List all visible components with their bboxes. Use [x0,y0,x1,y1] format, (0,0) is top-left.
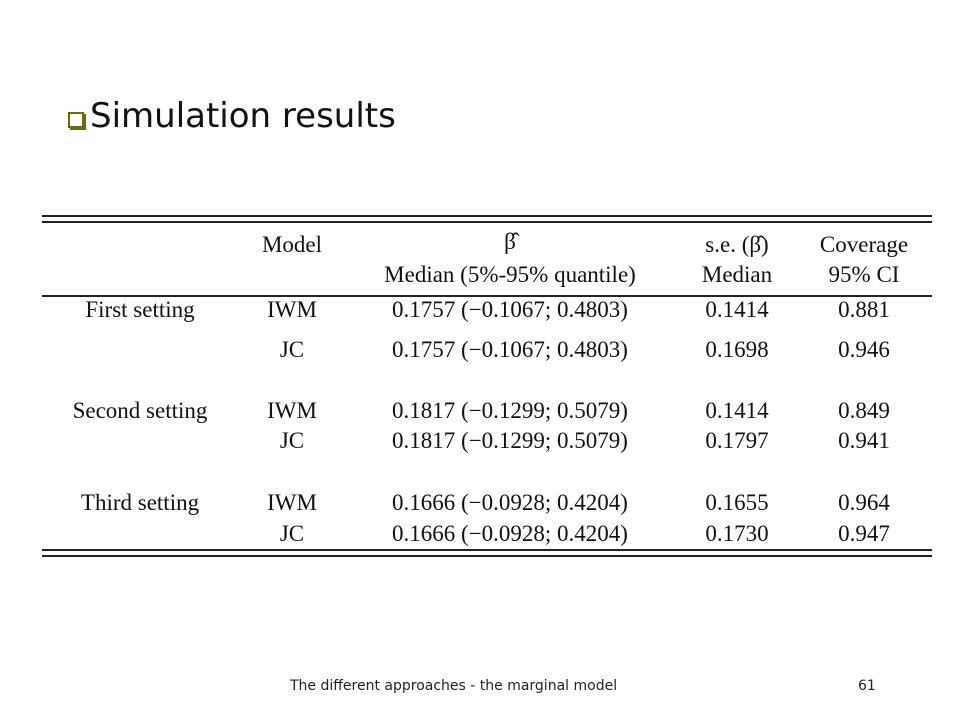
table-cell: 0.881 [838,297,890,322]
header-cell: 95% CI [828,262,900,287]
table-cell: 0.941 [838,428,890,453]
table-cell: 0.1757 (−0.1067; 0.4803) [392,337,628,362]
table-cell: JC [279,428,305,453]
table-cell: 0.1797 [705,428,769,453]
table-cell: 0.946 [838,337,890,362]
table-cell: 0.849 [838,398,890,423]
page-number: 61 [858,678,876,694]
header-cell: β̂ [504,229,516,254]
table-cell: IWM [267,490,317,515]
bullet-icon [68,112,84,128]
table-cell: 0.947 [838,521,890,546]
table-cell: 0.1730 [705,521,769,546]
header-cell: Model [261,232,323,257]
table-cell: 0.1655 [705,490,769,515]
table-cell: 0.1698 [705,337,769,362]
table-cell: JC [279,337,305,362]
table-cell: IWM [267,398,317,423]
table-cell: 0.1414 [705,398,769,423]
rule [42,555,932,557]
table-cell: 0.1817 (−0.1299; 0.5079) [392,398,628,423]
table-cell: First setting [85,297,195,322]
rule [42,549,932,551]
header-cell: Median [701,262,773,287]
rule [42,221,932,223]
table-cell: Third setting [80,490,200,515]
rule [42,295,932,297]
table-cell: 0.1817 (−0.1299; 0.5079) [392,428,628,453]
table-cell: 0.1414 [705,297,769,322]
table-cell: Second setting [72,398,208,423]
header-cell: s.e. (β̂) [705,232,769,257]
table-cell: IWM [267,297,317,322]
header-cell: Coverage [819,232,909,257]
table-cell: 0.1757 (−0.1067; 0.4803) [392,297,628,322]
footer-text: The different approaches - the marginal … [290,678,618,694]
rule [42,215,932,217]
table-cell: 0.1666 (−0.0928; 0.4204) [392,490,628,515]
table-cell: JC [279,521,305,546]
header-cell: Median (5%-95% quantile) [384,262,636,287]
table-cell: 0.1666 (−0.0928; 0.4204) [392,521,628,546]
slide-title: Simulation results [90,96,396,136]
table-cell: 0.964 [838,490,890,515]
